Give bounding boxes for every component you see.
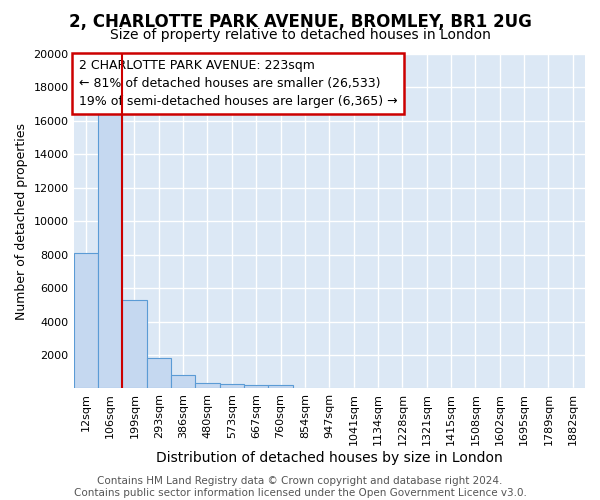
Bar bbox=[98, 111, 122, 388]
Bar bbox=[122, 300, 146, 388]
Text: 2 CHARLOTTE PARK AVENUE: 223sqm
← 81% of detached houses are smaller (26,533)
19: 2 CHARLOTTE PARK AVENUE: 223sqm ← 81% of… bbox=[79, 59, 397, 108]
Bar bbox=[146, 358, 171, 388]
Text: Contains HM Land Registry data © Crown copyright and database right 2024.
Contai: Contains HM Land Registry data © Crown c… bbox=[74, 476, 526, 498]
X-axis label: Distribution of detached houses by size in London: Distribution of detached houses by size … bbox=[156, 451, 503, 465]
Text: Size of property relative to detached houses in London: Size of property relative to detached ho… bbox=[110, 28, 490, 42]
Y-axis label: Number of detached properties: Number of detached properties bbox=[15, 122, 28, 320]
Bar bbox=[268, 385, 293, 388]
Bar bbox=[74, 253, 98, 388]
Bar bbox=[220, 384, 244, 388]
Bar bbox=[244, 385, 268, 388]
Bar bbox=[171, 375, 196, 388]
Bar bbox=[196, 382, 220, 388]
Text: 2, CHARLOTTE PARK AVENUE, BROMLEY, BR1 2UG: 2, CHARLOTTE PARK AVENUE, BROMLEY, BR1 2… bbox=[68, 12, 532, 30]
